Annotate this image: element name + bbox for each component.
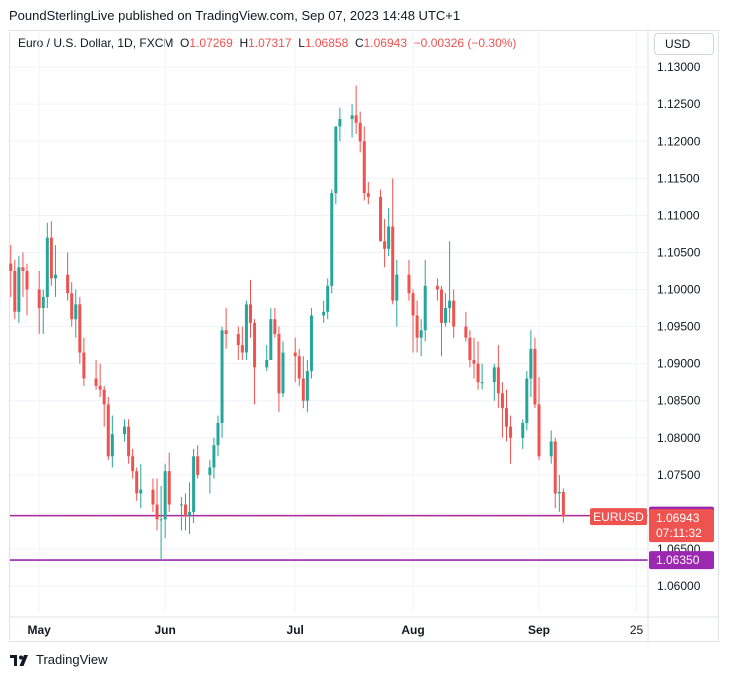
low-value: 1.06858 bbox=[304, 36, 349, 50]
high-value: 1.07317 bbox=[248, 36, 292, 50]
ohlc-legend: Euro / U.S. Dollar, 1D, FXCM O1.07269 H1… bbox=[18, 36, 516, 50]
close-value: 1.06943 bbox=[363, 36, 407, 50]
tradingview-brand: TradingView bbox=[36, 652, 108, 667]
close-label: C bbox=[354, 36, 364, 50]
high-label: H bbox=[239, 36, 249, 50]
low-label: L bbox=[298, 36, 305, 50]
chart-frame bbox=[9, 30, 719, 642]
open-label: O bbox=[180, 36, 190, 50]
symbol-title[interactable]: Euro / U.S. Dollar, 1D, FXCM bbox=[18, 36, 174, 50]
publisher-caption: PoundSterlingLive published on TradingVi… bbox=[9, 8, 461, 23]
change-value: −0.00326 (−0.30%) bbox=[413, 36, 517, 50]
tradingview-logo[interactable]: TradingView bbox=[10, 652, 108, 667]
tv-logo-icon bbox=[10, 654, 28, 666]
open-value: 1.07269 bbox=[189, 36, 233, 50]
currency-button[interactable]: USD bbox=[654, 33, 714, 55]
